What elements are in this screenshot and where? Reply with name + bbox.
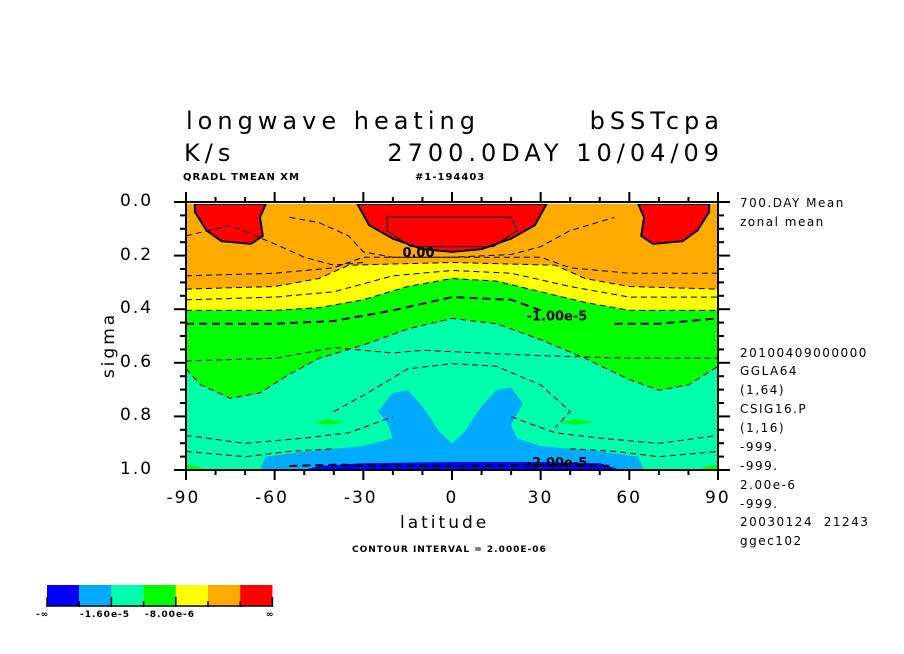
contour-line: [186, 448, 334, 458]
colorbar-swatch: [111, 585, 144, 606]
colorbar-swatch: [79, 585, 112, 606]
side-info-line: 2.00e-6: [740, 478, 797, 492]
region-green-patch: [313, 419, 346, 425]
y-tick-label: 0.8: [120, 405, 154, 426]
time-label: 2700.0DAY 10/04/09: [387, 139, 724, 167]
side-info-line: -999.: [740, 459, 779, 473]
contour-line: [510, 416, 718, 444]
colorbar-label: ∞: [266, 610, 275, 620]
side-info-line: 700.DAY Mean: [740, 196, 845, 210]
x-tick-label: -60: [255, 488, 289, 508]
region-red: [193, 204, 267, 245]
x-tick-label: 90: [705, 488, 731, 508]
y-tick-label: 0.4: [120, 298, 154, 319]
colorbar-label: -8.00e-6: [145, 610, 196, 620]
side-info-line: (1,16): [740, 421, 786, 435]
contour-line: [186, 261, 718, 290]
x-tick-label: 30: [527, 488, 554, 508]
region-green-patch: [558, 419, 594, 425]
y-tick-label: 0.6: [120, 351, 154, 372]
y-tick-label: 1.0: [120, 459, 154, 479]
colorbar-swatch: [175, 585, 208, 606]
colorbar-label: -∞: [36, 610, 50, 620]
run-id: #1-194403: [415, 172, 486, 183]
contour-fill-group: 0.00 -1.00e-5 -2.00e-5: [186, 204, 718, 471]
contour-label: -2.00e-5: [527, 456, 588, 471]
x-tick-label: -90: [166, 488, 201, 508]
side-info-line: -999.: [740, 497, 779, 511]
contour-line-thick: [186, 296, 542, 325]
side-info-line: ggec102: [740, 534, 803, 548]
contour-line: [570, 448, 718, 458]
x-axis-label: latitude: [400, 513, 490, 533]
region-red: [637, 204, 711, 245]
side-info-line: GGLA64: [740, 364, 799, 378]
side-info-line: (1,64): [740, 383, 786, 397]
units-label: K/s: [184, 139, 236, 167]
contour-label: -1.00e-5: [527, 310, 588, 325]
region-green-patch: [186, 464, 204, 470]
contour-line-thick: [289, 463, 615, 468]
contour-line: [186, 224, 364, 266]
region-red: [356, 204, 548, 253]
x-tick-label: 0: [445, 488, 459, 508]
field-id: QRADL TMEAN XM: [183, 172, 300, 183]
side-info-line: 20100409000000: [740, 346, 868, 360]
region-green-patch: [700, 464, 718, 470]
experiment-name: bSSTcpa: [589, 107, 724, 135]
contour-line: [333, 363, 571, 428]
colorbar-swatch: [208, 585, 241, 606]
x-tick-label: 60: [616, 488, 642, 508]
contour-interval-label: CONTOUR INTERVAL = 2.000E-06: [352, 545, 547, 555]
contour-line: [289, 216, 615, 258]
colorbar-swatch: [240, 585, 273, 606]
y-axis-label: sigma: [99, 311, 120, 379]
chart-title: longwave heating: [186, 107, 480, 135]
y-tick-label: 0.0: [120, 191, 154, 211]
side-info-line: -999.: [740, 440, 779, 454]
side-info-line: CSIG16.P: [740, 402, 808, 416]
side-info-line: zonal mean: [740, 215, 825, 229]
colorbar-label: -1.60e-5: [80, 610, 131, 620]
region-light-blue: [259, 387, 645, 470]
x-tick-label: -30: [343, 488, 378, 508]
side-info-line: 20030124 21243: [740, 515, 870, 529]
contour-line-thick: [614, 317, 718, 325]
contour-label: 0.00: [402, 246, 434, 261]
contour-line: [186, 277, 718, 311]
y-tick-label: 0.2: [120, 244, 154, 265]
colorbar-swatch: [143, 585, 176, 606]
colorbar-swatch: [47, 585, 80, 606]
contour-line: [186, 347, 718, 362]
contour-solid: [386, 216, 518, 248]
